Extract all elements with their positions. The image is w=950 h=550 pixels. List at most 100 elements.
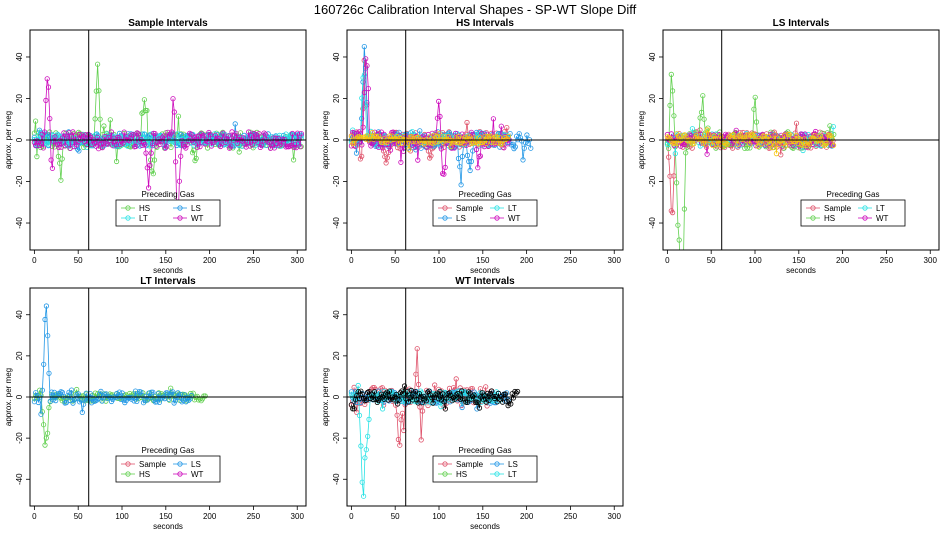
data-point xyxy=(102,133,108,140)
data-point xyxy=(59,156,65,162)
data-point xyxy=(188,131,194,137)
data-point xyxy=(114,390,120,397)
data-point xyxy=(143,150,149,156)
legend-label: Sample xyxy=(139,460,167,469)
legend-marker xyxy=(177,461,183,467)
data-point xyxy=(183,145,189,151)
legend-entry: Sample xyxy=(438,460,484,469)
x-axis-label: seconds xyxy=(153,522,183,531)
data-point xyxy=(434,115,440,121)
data-point xyxy=(188,392,194,399)
legend-label: WT xyxy=(191,214,204,223)
data-point xyxy=(114,158,120,165)
x-axis-label: seconds xyxy=(786,266,816,275)
data-point xyxy=(70,129,76,135)
data-point xyxy=(398,417,404,423)
series-hs xyxy=(664,71,837,283)
legend-marker xyxy=(442,205,448,211)
data-point xyxy=(96,88,102,94)
x-tick-label: 300 xyxy=(291,256,305,265)
data-point xyxy=(75,391,81,397)
legend-label: LT xyxy=(139,214,148,223)
data-point xyxy=(40,422,47,428)
data-point xyxy=(359,115,365,122)
data-point xyxy=(139,110,145,116)
data-point xyxy=(444,136,450,142)
data-point xyxy=(385,136,391,142)
data-point xyxy=(160,134,166,140)
data-point xyxy=(48,157,54,163)
data-point xyxy=(79,132,85,138)
data-point xyxy=(138,136,144,142)
y-tick-label: 40 xyxy=(15,310,24,319)
data-point xyxy=(355,382,361,389)
x-tick-label: 250 xyxy=(564,256,578,265)
data-point xyxy=(681,142,688,148)
data-point xyxy=(283,144,289,150)
data-point xyxy=(449,398,455,404)
data-point xyxy=(276,142,283,148)
data-point xyxy=(148,150,154,156)
data-point xyxy=(726,141,732,148)
data-point xyxy=(362,103,369,109)
data-point xyxy=(425,389,431,395)
data-point xyxy=(672,151,678,157)
legend-marker xyxy=(494,205,500,211)
legend-marker xyxy=(177,471,183,477)
series-line xyxy=(667,126,834,154)
data-point xyxy=(414,346,420,352)
data-point xyxy=(675,222,681,228)
data-point xyxy=(528,145,534,151)
data-point xyxy=(386,388,393,394)
legend-label: HS xyxy=(139,204,150,213)
data-point xyxy=(145,136,151,142)
data-point xyxy=(58,177,64,183)
data-point xyxy=(236,149,242,155)
legend-marker xyxy=(125,461,131,467)
data-point xyxy=(678,279,682,283)
data-point xyxy=(92,140,98,146)
data-point xyxy=(87,390,93,397)
data-point xyxy=(172,398,178,404)
data-point xyxy=(89,400,95,406)
data-point xyxy=(290,157,297,163)
data-point xyxy=(830,124,836,130)
data-point xyxy=(42,316,48,323)
y-tick-label: -40 xyxy=(332,217,341,229)
legend-label: LS xyxy=(456,214,466,223)
data-point xyxy=(484,390,491,396)
data-point xyxy=(810,135,817,142)
y-tick-label: -20 xyxy=(15,175,24,187)
data-point xyxy=(412,389,418,395)
data-point xyxy=(279,136,285,142)
data-point xyxy=(185,138,191,144)
data-point xyxy=(49,389,55,395)
data-point xyxy=(202,393,208,399)
data-point xyxy=(178,153,184,159)
data-point xyxy=(438,403,444,410)
data-point xyxy=(457,164,463,170)
data-point xyxy=(385,397,391,403)
data-point xyxy=(667,102,673,109)
data-point xyxy=(736,133,742,139)
data-point xyxy=(828,133,834,139)
data-point xyxy=(177,131,184,138)
data-point xyxy=(446,390,453,396)
data-point xyxy=(183,134,189,140)
data-point xyxy=(159,395,165,401)
data-point xyxy=(756,136,762,142)
data-point xyxy=(412,144,418,150)
data-point xyxy=(713,141,720,147)
data-point xyxy=(368,136,374,142)
data-point xyxy=(43,435,49,441)
data-point xyxy=(157,141,163,147)
data-point xyxy=(294,130,301,136)
data-point xyxy=(47,116,53,122)
data-point xyxy=(458,182,464,188)
data-point xyxy=(521,145,527,151)
data-point xyxy=(154,399,160,405)
data-point xyxy=(121,129,127,135)
data-point xyxy=(512,388,518,395)
